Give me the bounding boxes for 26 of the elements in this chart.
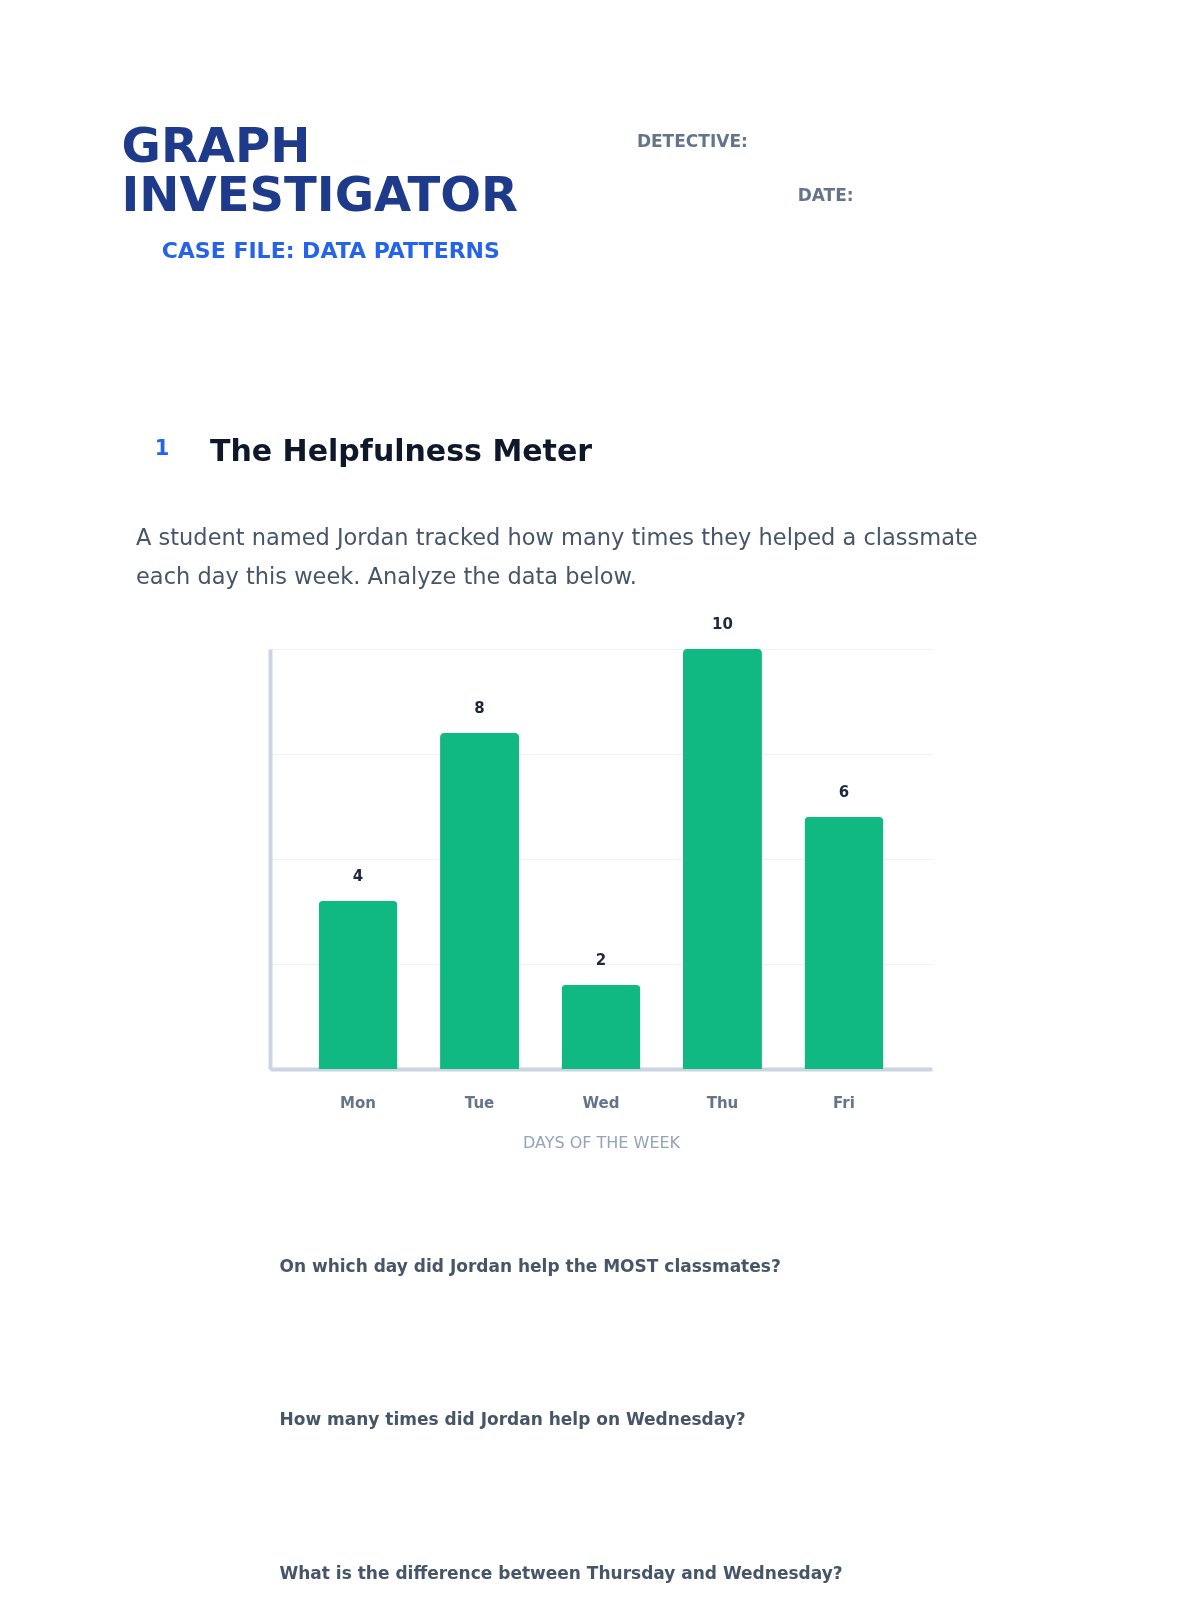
text: What is the difference between Thursday and Wednesday? (279, 1563, 843, 1583)
x-tick-label: Wed (582, 1093, 620, 1112)
data-label: 2 (595, 951, 607, 969)
data-label: 8 (474, 699, 485, 717)
text: How many times did Jordan help on Wednesday? (279, 1409, 746, 1429)
text: 1 (154, 435, 170, 460)
data-label: 4 (352, 867, 364, 885)
chart-subtitle: A student named Jordan tracked how many times they helped a classmate each day this week. Analyze the data below. (136, 524, 978, 589)
data-label: 6 (838, 783, 850, 801)
text: On which day did Jordan help the MOST classmates? (279, 1256, 781, 1276)
data-label: 10 (712, 615, 733, 633)
text: DATE: (797, 184, 854, 205)
x-axis-title: DAYS OF THE WEEK (522, 1132, 681, 1152)
bar (804, 817, 884, 1069)
text: GRAPH INVESTIGATOR (121, 116, 518, 223)
bar (318, 901, 398, 1069)
x-tick-label: Mon (340, 1093, 377, 1112)
bar (682, 649, 762, 1069)
text: CASE FILE: DATA PATTERNS (161, 237, 500, 263)
text: DETECTIVE: (636, 131, 748, 151)
bar (561, 985, 641, 1069)
x-tick-label: Tue (464, 1093, 495, 1112)
chart-title: The Helpfulness Meter (210, 433, 593, 468)
bar (440, 733, 520, 1069)
x-tick-label: Fri (833, 1093, 855, 1112)
x-tick-label: Thu (706, 1093, 739, 1112)
